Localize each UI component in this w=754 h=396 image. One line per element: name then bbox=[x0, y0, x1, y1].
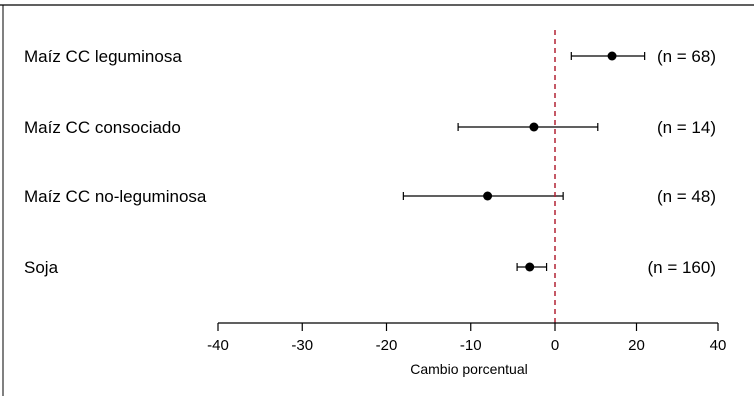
x-tick-label: -10 bbox=[460, 337, 482, 354]
forest-row: Soja (n = 160) bbox=[24, 258, 716, 277]
x-axis-title: Cambio porcentual bbox=[410, 361, 528, 377]
x-tick-label: 40 bbox=[710, 337, 727, 354]
x-axis: -40 -30 -20 -10 0 20 40 Cambio porcentual bbox=[207, 322, 726, 377]
row-label: Maíz CC consociado bbox=[24, 118, 181, 137]
row-n-label: (n = 68) bbox=[657, 47, 716, 66]
x-tick-label: -20 bbox=[376, 337, 398, 354]
estimate-point bbox=[483, 191, 493, 201]
row-label: Soja bbox=[24, 258, 59, 277]
row-n-label: (n = 14) bbox=[657, 118, 716, 137]
estimate-point bbox=[529, 122, 539, 132]
x-tick-label: -40 bbox=[207, 337, 229, 354]
estimate-point bbox=[525, 262, 535, 272]
forest-row: Maíz CC no-leguminosa (n = 48) bbox=[24, 187, 716, 206]
row-label: Maíz CC leguminosa bbox=[24, 47, 182, 66]
x-tick-label: -30 bbox=[291, 337, 313, 354]
estimate-point bbox=[607, 51, 617, 61]
x-tick-label: 20 bbox=[628, 337, 645, 354]
row-label: Maíz CC no-leguminosa bbox=[24, 187, 207, 206]
row-n-label: (n = 160) bbox=[647, 258, 716, 277]
x-axis-ticks: -40 -30 -20 -10 0 20 40 bbox=[207, 323, 726, 354]
forest-row: Maíz CC leguminosa (n = 68) bbox=[24, 47, 716, 66]
row-n-label: (n = 48) bbox=[657, 187, 716, 206]
rows-layer: Maíz CC leguminosa (n = 68) Maíz CC consoc… bbox=[24, 47, 716, 277]
x-tick-label: 0 bbox=[551, 337, 559, 354]
forest-row: Maíz CC consociado (n = 14) bbox=[24, 118, 716, 137]
